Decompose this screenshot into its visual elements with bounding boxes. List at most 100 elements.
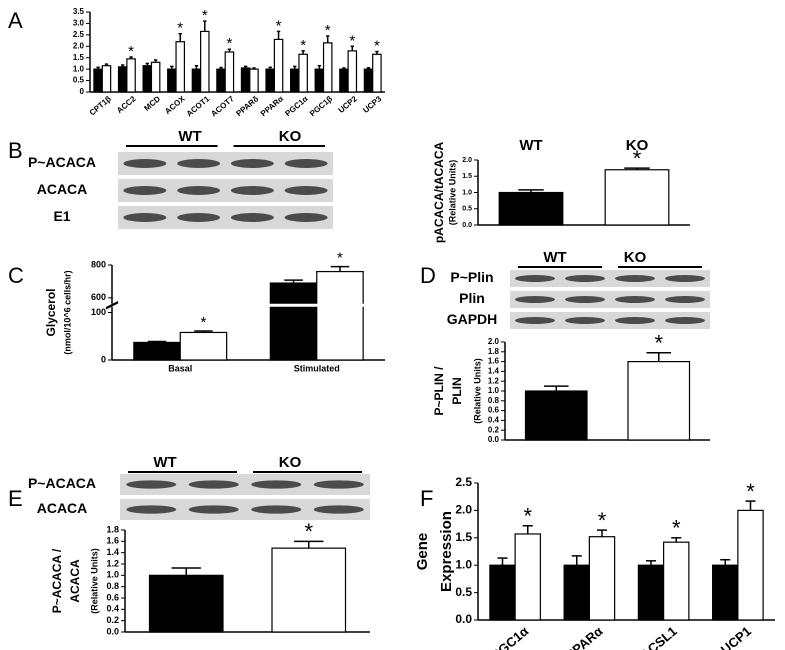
x-tick-label: ACOT1	[185, 94, 212, 119]
x-tick-label: CPT1β	[88, 94, 113, 117]
significance-marker: *	[276, 17, 282, 34]
bar	[126, 58, 136, 93]
x-tick-label: UCP1	[718, 623, 754, 650]
y-axis-label: pACACA/tACACA	[432, 142, 446, 244]
y-tick-label: 0.2	[106, 615, 119, 625]
bar	[265, 68, 275, 93]
y-tick-label: 0.8	[488, 396, 500, 405]
y-tick-label: 2.0	[73, 41, 85, 50]
bar	[216, 68, 226, 93]
blot-band	[313, 505, 364, 514]
y-tick-label: 1.8	[488, 347, 500, 356]
blot-group-label: WT	[178, 128, 201, 145]
blot-band	[188, 480, 239, 489]
blot-row-label: Plin	[459, 290, 485, 306]
blot-group-label: KO	[624, 249, 647, 266]
y-tick-label: 0.5	[73, 76, 85, 85]
blot-group-label: KO	[279, 454, 302, 471]
bar	[269, 282, 318, 361]
significance-marker: *	[523, 504, 532, 529]
x-tick-label: UCP3	[361, 94, 384, 115]
blot-strip	[510, 312, 710, 329]
y-tick-label: 0.5	[455, 585, 472, 599]
x-tick-label: PGC1α	[283, 94, 309, 118]
bar	[663, 541, 690, 621]
blot-band	[615, 317, 655, 324]
x-tick-label: PPARα	[259, 94, 285, 118]
bar	[150, 61, 161, 93]
blot-band	[515, 296, 555, 303]
blot-band	[230, 159, 274, 168]
panel-letter: C	[8, 263, 24, 288]
bar	[117, 66, 128, 93]
significance-marker: *	[128, 43, 134, 60]
blot-band	[665, 275, 705, 282]
bar	[142, 65, 153, 93]
bar	[133, 341, 181, 361]
blot-group-label: WT	[153, 454, 176, 471]
significance-marker: *	[177, 20, 183, 37]
blot-band	[177, 159, 221, 168]
y-tick-label: 1.0	[106, 570, 119, 580]
panel: D WT KO P~Plin Plin GAPDH P~PLIN / PLIN (Relativ…	[420, 249, 710, 444]
y-tick-label: 0.0	[455, 612, 472, 626]
blot-band	[284, 159, 328, 168]
blot-band	[126, 480, 177, 489]
y-tick-label: 1.5	[73, 53, 85, 62]
y-tick-label: 1.2	[488, 376, 500, 385]
bar	[514, 533, 541, 621]
significance-marker: *	[374, 38, 380, 55]
y-tick-label: 1.0	[488, 386, 500, 395]
significance-marker: *	[202, 7, 208, 24]
blot-strip	[120, 474, 370, 495]
bar	[604, 169, 670, 226]
x-tick-label: PGC1β	[308, 94, 334, 118]
y-axis-label: ACACA	[68, 559, 82, 603]
y-tick-label: 0.0	[106, 626, 119, 636]
y-tick-label: 800	[91, 259, 106, 269]
blot-band	[313, 480, 364, 489]
bar	[316, 270, 364, 361]
bar	[273, 38, 284, 93]
y-tick-label: 0.6	[488, 406, 500, 415]
blot-row-label: ACACA	[37, 181, 88, 197]
bar	[347, 50, 358, 93]
y-tick-label: 3.5	[73, 7, 85, 16]
category-label: WT	[519, 137, 542, 154]
significance-marker: *	[633, 146, 642, 171]
blot-band	[665, 296, 705, 303]
y-tick-label: 1.4	[488, 367, 500, 376]
x-tick-label: ACOX	[163, 94, 187, 116]
y-tick-label: 1.0	[73, 64, 85, 73]
bar	[524, 390, 588, 441]
bar	[372, 53, 382, 93]
blot-band	[665, 317, 705, 324]
blot-row-label: P~ACACA	[28, 475, 96, 491]
significance-marker: *	[304, 519, 313, 544]
y-axis-label: (Relative Units)	[472, 358, 482, 424]
blot-band	[188, 505, 239, 514]
y-tick-label: 0.0	[462, 222, 472, 229]
blot-band	[177, 213, 221, 222]
y-axis-label: Glycerol	[44, 288, 58, 336]
bar	[249, 68, 259, 93]
y-tick-label: 0.8	[106, 581, 119, 591]
blot-strip	[118, 152, 333, 175]
bar	[148, 574, 224, 633]
bar	[322, 42, 333, 93]
x-tick-label: PPARδ	[234, 94, 260, 118]
blot-band	[230, 213, 274, 222]
y-axis-label: P~PLIN /	[432, 366, 446, 416]
y-tick-label: 2.5	[73, 30, 85, 39]
bar	[489, 564, 516, 621]
bar	[179, 331, 228, 361]
y-tick-label: 0.0	[488, 435, 500, 444]
blot-band	[565, 296, 605, 303]
panel-letter: F	[420, 486, 433, 511]
y-tick-label: 2.0	[488, 337, 500, 346]
blot-band	[615, 296, 655, 303]
blot-band	[284, 186, 328, 195]
panel: F Gene Expression 0.0 0.5 1.0 1.5 2.0 2.5 * PGC1α *…	[414, 475, 775, 650]
bar	[93, 68, 103, 93]
bar	[191, 68, 202, 93]
